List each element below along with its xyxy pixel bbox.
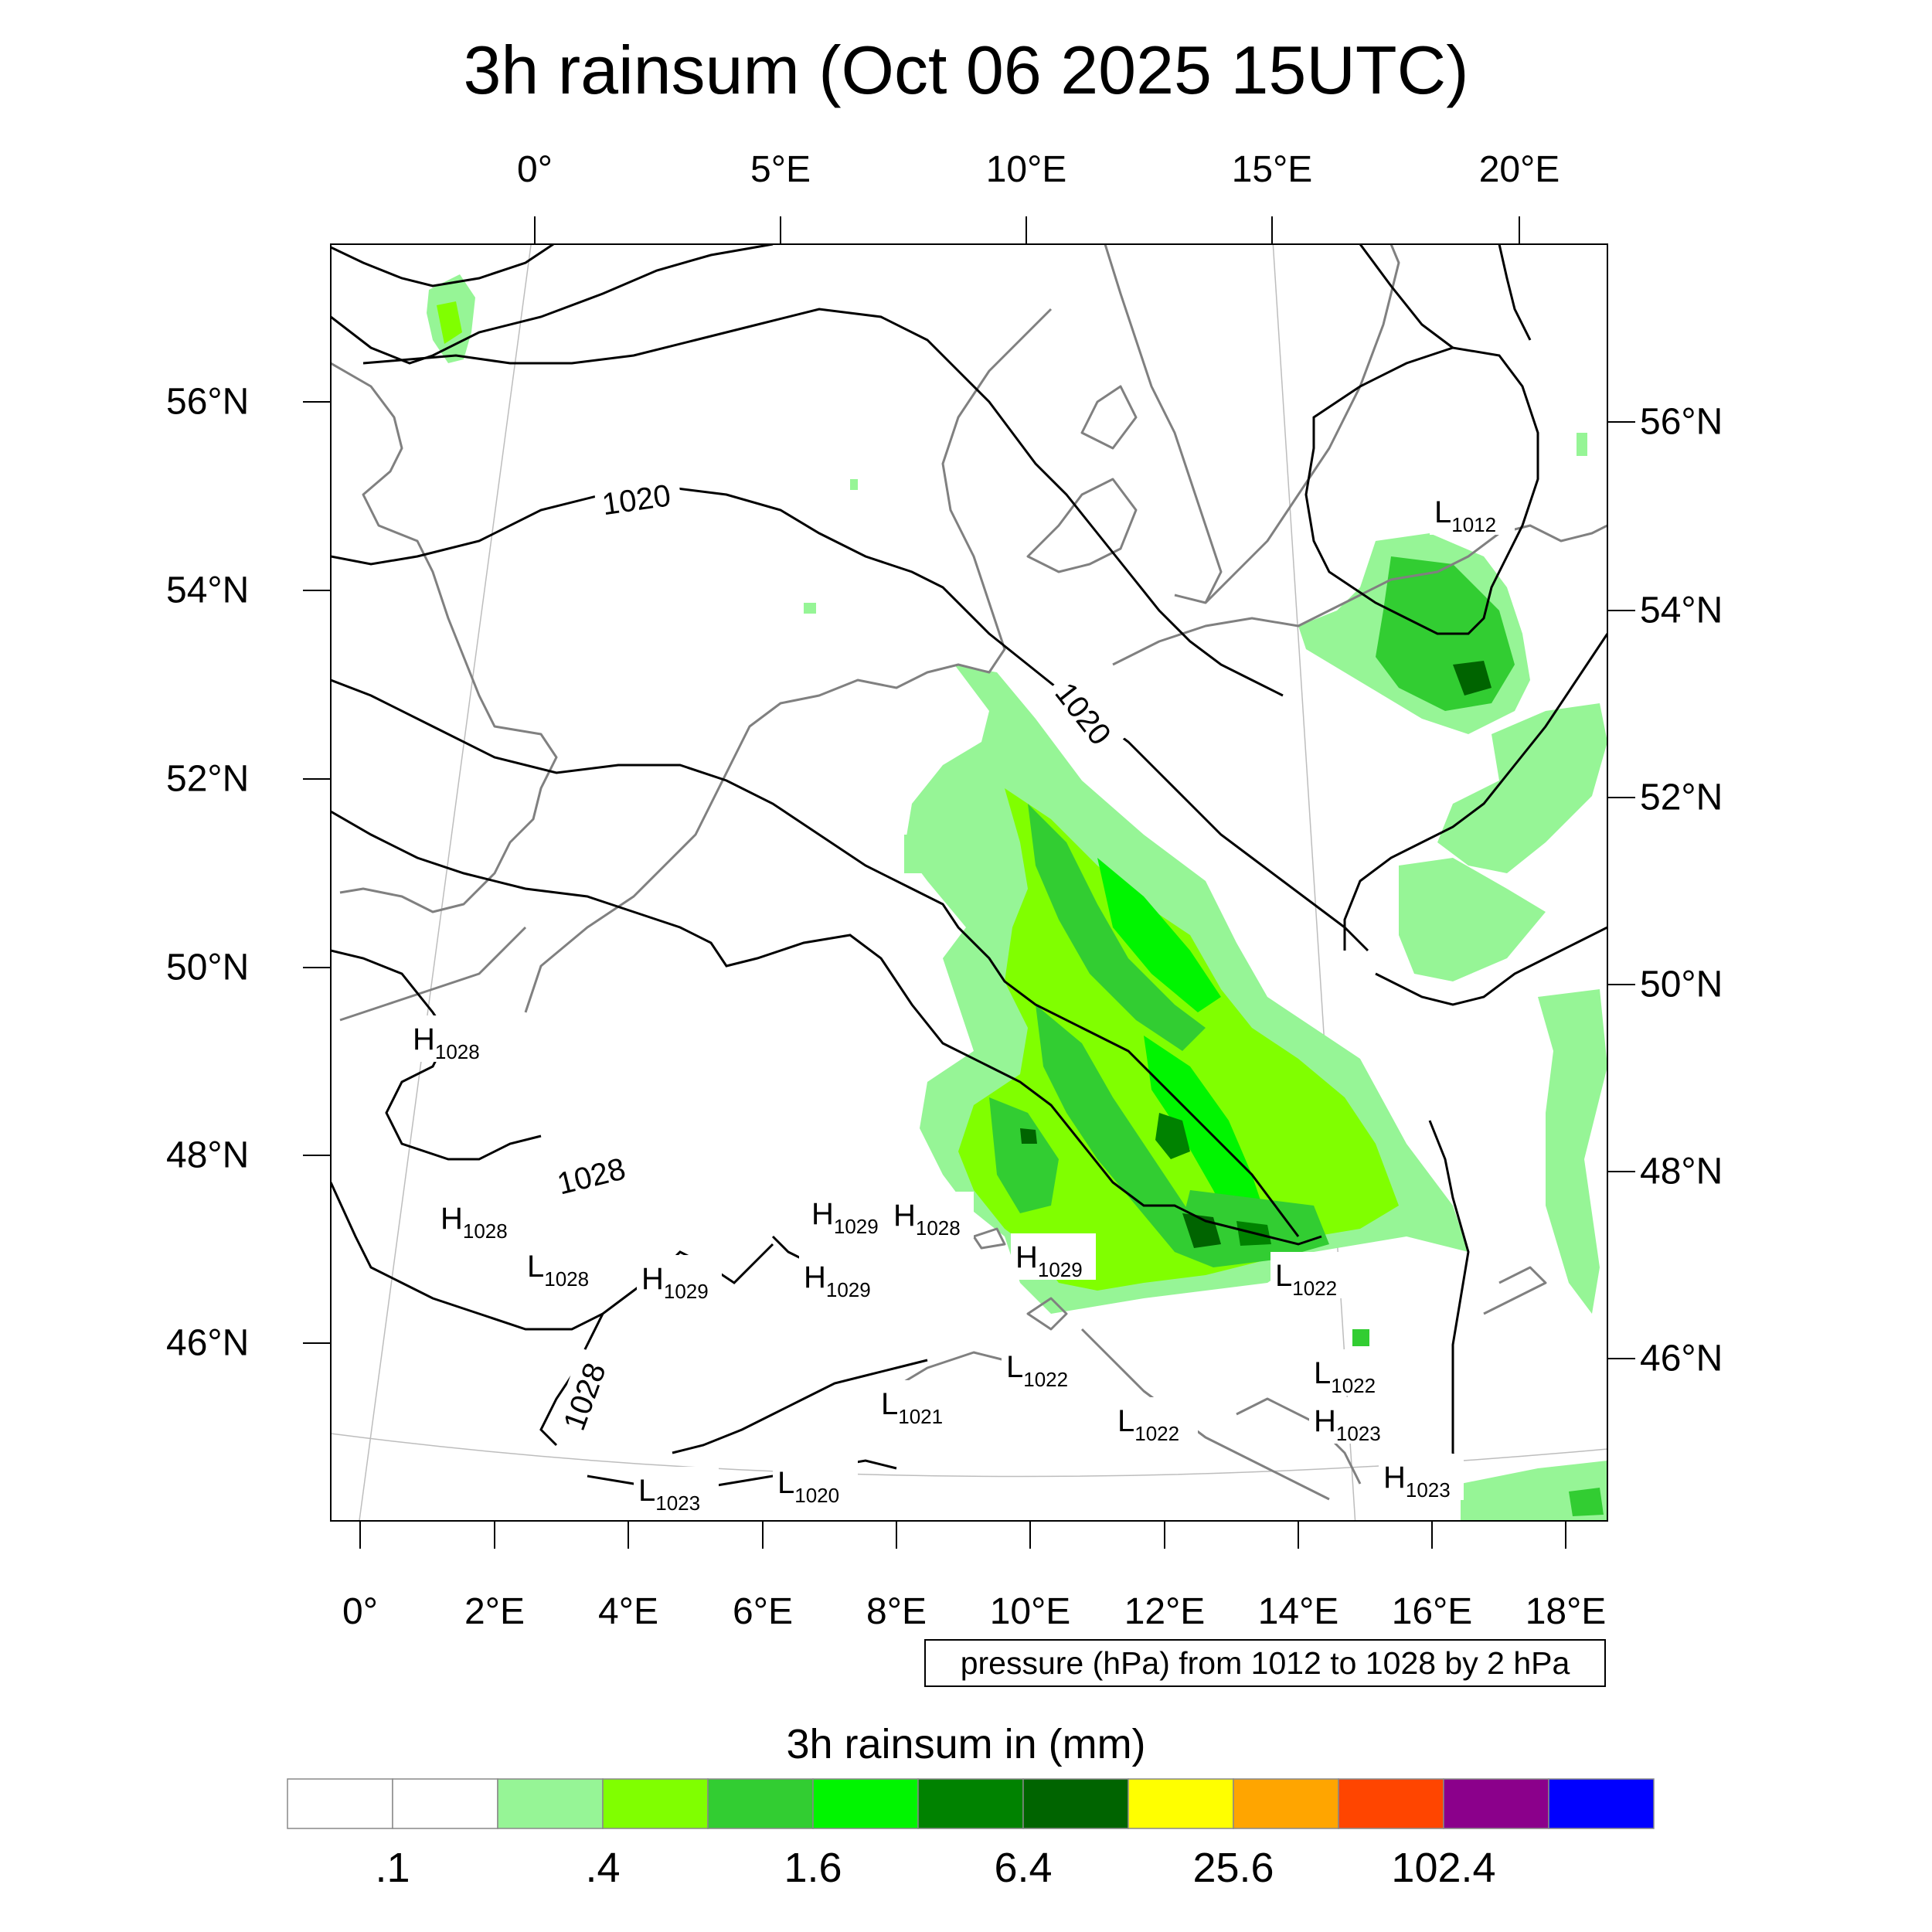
pressure-center-bg: [522, 1243, 607, 1289]
lat-label-left: 56°N: [166, 381, 250, 423]
pressure-center-bg: [1379, 1454, 1464, 1500]
rain-area-east3: [1538, 989, 1607, 1314]
pressure-center-bg: [1309, 1397, 1394, 1444]
lon-label-top: 20°E: [1478, 149, 1560, 190]
map-title: 3h rainsum (Oct 06 2025 15UTC): [463, 32, 1469, 108]
low-pressure-center: L1022: [1314, 1356, 1376, 1397]
colorbar-tick-label: 102.4: [1391, 1845, 1496, 1891]
low-pressure-center: L1023: [638, 1474, 700, 1515]
colorbar-tick-label: 25.6: [1192, 1845, 1274, 1891]
rain-band-3: [1036, 1005, 1206, 1252]
rain-core-1: [1155, 1113, 1190, 1159]
pressure-center-bg: [1113, 1397, 1198, 1444]
lon-label-bottom: 2°E: [464, 1591, 525, 1632]
pressure-center-bg: [1309, 1349, 1394, 1396]
pressure-center-bg: [634, 1467, 719, 1513]
rain-core-poland: [1453, 661, 1492, 696]
pressure-center-bg: [637, 1255, 722, 1301]
high-pressure-center: H1023: [1383, 1461, 1451, 1502]
lat-label-left: 54°N: [166, 570, 250, 611]
lon-label-bottom: 12°E: [1124, 1591, 1206, 1632]
pressure-centers: H1028 H1028 L1028 H1029 H1029 H1028 H1029 H1029…: [408, 488, 1515, 1515]
lat-label-right: 54°N: [1640, 590, 1723, 631]
rain-core-3: [1020, 1128, 1037, 1144]
coastlines: [331, 244, 1607, 1501]
high-pressure-center: H1029: [641, 1262, 709, 1303]
colorbar-title: 3h rainsum in (mm): [786, 1721, 1146, 1767]
pressure-center-bg: [436, 1195, 521, 1241]
pressure-center-bg: [876, 1380, 961, 1427]
lat-label-right: 48°N: [1640, 1151, 1723, 1192]
lat-label-right: 46°N: [1640, 1338, 1723, 1379]
lat-label-right: 50°N: [1640, 964, 1723, 1005]
lon-label-top: 10°E: [985, 149, 1067, 190]
low-pressure-center: L1012: [1434, 495, 1496, 536]
lat-label-left: 48°N: [166, 1134, 250, 1176]
high-pressure-center: H1023: [1314, 1404, 1381, 1445]
lat-label-right: 52°N: [1640, 777, 1723, 818]
low-pressure-center: L1022: [1117, 1404, 1179, 1445]
tick-marks: [303, 216, 1635, 1549]
high-pressure-center: H1028: [440, 1202, 508, 1243]
pressure-center-bg: [807, 1190, 892, 1236]
lon-label-bottom: 8°E: [866, 1591, 927, 1632]
lon-label-top: 0°: [517, 149, 553, 190]
high-pressure-center: H1029: [1015, 1240, 1083, 1281]
lon-label-bottom: 10°E: [989, 1591, 1071, 1632]
lat-label-left: 52°N: [166, 758, 250, 800]
low-pressure-center: L1020: [777, 1466, 839, 1507]
pressure-center-bg: [1270, 1252, 1355, 1298]
pressure-info-box: pressure (hPa) from 1012 to 1028 by 2 hP…: [924, 1639, 1606, 1687]
pressure-center-bg: [1011, 1233, 1096, 1280]
rain-area-se: [1461, 1461, 1607, 1521]
lon-label-bottom: 0°: [342, 1591, 378, 1632]
low-pressure-center: L1028: [527, 1250, 589, 1291]
low-pressure-center: L1022: [1006, 1350, 1068, 1391]
lon-label-bottom: 6°E: [733, 1591, 793, 1632]
lon-label-top: 15°E: [1231, 149, 1313, 190]
map-frame: [330, 243, 1608, 1522]
pressure-center-bg: [408, 1015, 493, 1062]
isobars: [331, 244, 1607, 1493]
rain-core-se: [1569, 1488, 1604, 1516]
lon-label-bottom: 16°E: [1391, 1591, 1473, 1632]
high-pressure-center: H1029: [804, 1260, 871, 1301]
pressure-center-bg: [889, 1192, 974, 1238]
pressure-center-bg: [773, 1459, 858, 1505]
lon-label-bottom: 4°E: [598, 1591, 658, 1632]
high-pressure-center: H1028: [413, 1022, 480, 1063]
high-pressure-center: H1028: [893, 1199, 961, 1240]
high-pressure-center: H1029: [811, 1197, 879, 1238]
lat-label-left: 50°N: [166, 947, 250, 988]
low-pressure-center: L1022: [1275, 1259, 1337, 1300]
lon-label-top: 5°E: [750, 149, 811, 190]
rain-band-5: [989, 1097, 1059, 1213]
rain-band-4: [1144, 1036, 1267, 1236]
low-pressure-center: L1021: [881, 1387, 943, 1428]
rain-area-east2: [1399, 858, 1546, 981]
colorbar-tick-label: 1.6: [784, 1845, 842, 1891]
rain-band-1: [1028, 804, 1206, 1051]
pressure-center-bg: [799, 1253, 884, 1300]
rain-band-2: [1097, 858, 1221, 1012]
lat-label-left: 46°N: [166, 1322, 250, 1364]
rain-area-east: [1437, 703, 1607, 873]
colorbar-tick-label: .1: [375, 1845, 410, 1891]
lon-label-bottom: 18°E: [1525, 1591, 1607, 1632]
lat-label-right: 56°N: [1640, 401, 1723, 443]
lon-label-bottom: 14°E: [1257, 1591, 1339, 1632]
rain-area-scotland-2: [437, 301, 462, 344]
pressure-center-bg: [1002, 1343, 1087, 1389]
colorbar-tick-label: .4: [585, 1845, 621, 1891]
pressure-center-bg: [1430, 488, 1515, 535]
colorbar-tick-label: 6.4: [994, 1845, 1053, 1891]
